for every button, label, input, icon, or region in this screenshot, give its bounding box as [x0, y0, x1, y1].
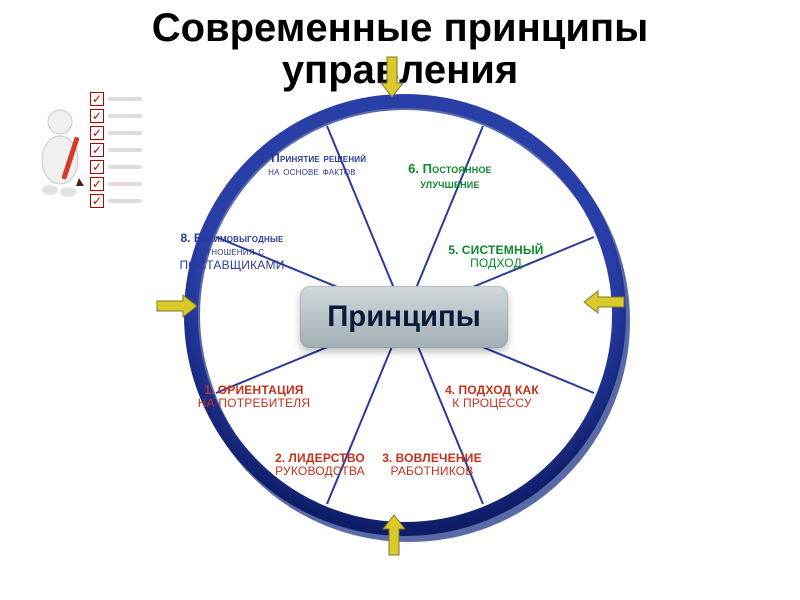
checkmark-icon: ✓ [92, 161, 102, 173]
sector-label-1: 1. ОРИЕНТАЦИЯНА ПОТРЕБИТЕЛЯ [184, 384, 324, 411]
checkmark-icon: ✓ [92, 110, 102, 122]
checkmark-icon: ✓ [92, 93, 102, 105]
checklist-row: ✓ [90, 143, 142, 157]
sector-label-4: 4. ПОДХОД КАКК ПРОЦЕССУ [422, 384, 562, 411]
slide-root: Современные принципы управления ✓✓✓✓✓✓✓ [0, 0, 800, 600]
checkbox-icon: ✓ [90, 126, 104, 140]
sector-label-5: 5. СИСТЕМНЫЙПОДХОД [426, 244, 566, 271]
checklist-line [108, 199, 142, 203]
ring-arrow-icon [381, 511, 407, 557]
checklist-line [108, 131, 142, 135]
checklist-figure: ✓ ✓ ✓ ✓ ✓ ✓ ✓ [30, 90, 160, 210]
checklist-row: ✓ [90, 92, 142, 106]
checkbox-icon: ✓ [90, 177, 104, 191]
checkbox-icon: ✓ [90, 143, 104, 157]
checkmark-icon: ✓ [92, 195, 102, 207]
checkmark-icon: ✓ [92, 178, 102, 190]
checklist-line [108, 182, 142, 186]
checkmark-icon: ✓ [92, 127, 102, 139]
checklist-row: ✓ [90, 126, 142, 140]
checkbox-icon: ✓ [90, 92, 104, 106]
checklist-row: ✓ [90, 194, 142, 208]
mannequin-icon [32, 108, 92, 198]
ring-arrow-icon [580, 289, 626, 315]
ring-arrow-icon [155, 293, 201, 319]
title-line1: Современные принципы [0, 6, 800, 51]
sector-label-8: 8. Взаимовыгодныеотношения сПОСТАВЩИКАМИ [162, 232, 302, 272]
checklist-row: ✓ [90, 109, 142, 123]
checklist-line [108, 114, 142, 118]
checkbox-icon: ✓ [90, 194, 104, 208]
checkbox-icon: ✓ [90, 109, 104, 123]
sector-label-6: 6. Постоянноеулучшение [380, 162, 520, 191]
checklist-line [108, 148, 142, 152]
center-label: Принципы [327, 300, 481, 334]
checklist-row: ✓ [90, 177, 142, 191]
checklist-row: ✓ [90, 160, 142, 174]
checkmark-icon: ✓ [92, 144, 102, 156]
checkbox-icon: ✓ [90, 160, 104, 174]
ring-arrow-icon [379, 55, 405, 101]
checklist-line [108, 165, 142, 169]
sector-label-7: 7. Принятие решенийна основе фактов [242, 152, 382, 179]
center-pill: Принципы [300, 286, 508, 348]
sector-label-3: 3. ВОВЛЕЧЕНИЕРАБОТНИКОВ [362, 452, 502, 479]
checklist-rows: ✓ ✓ ✓ ✓ ✓ ✓ ✓ [90, 92, 142, 211]
checklist-line [108, 97, 142, 101]
